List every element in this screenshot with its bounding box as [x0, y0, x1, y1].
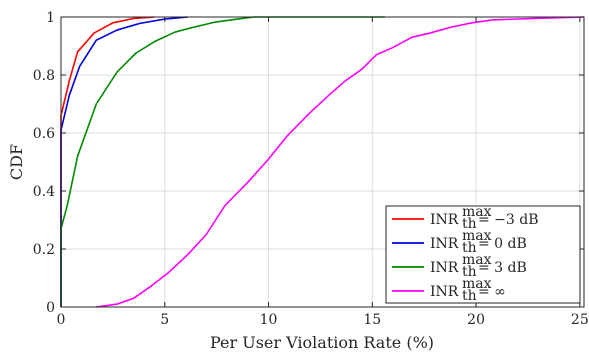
legend-label-1: INR	[430, 236, 459, 252]
legend-label-sub-2: th	[462, 264, 477, 280]
legend-label-sub-3: th	[462, 288, 477, 304]
y-tick-label: 0.6	[33, 126, 55, 142]
legend-label-rest-1: = 0 dB	[478, 236, 527, 252]
x-tick-label: 15	[363, 312, 381, 328]
x-tick-label: 0	[57, 312, 66, 328]
x-tick-label: 10	[260, 312, 278, 328]
legend-box	[385, 205, 581, 304]
legend-label-sub-0: th	[462, 216, 477, 232]
y-tick-label: 0.4	[33, 184, 55, 200]
legend-label-rest-3: = ∞	[478, 284, 506, 300]
series-line-3	[96, 16, 585, 308]
y-tick-label: 0	[46, 300, 55, 316]
plot-frame	[60, 16, 585, 308]
legend-label-sup-0: max	[462, 204, 492, 220]
legend-label-3: INR	[430, 284, 459, 300]
legend-label-sub-1: th	[462, 240, 477, 256]
legend-label-sup-1: max	[462, 228, 492, 244]
x-tick-label: 20	[467, 312, 485, 328]
tick-layer: 0 5 10 15 20 25 0 0.2 0.4 0.6 0.8 1	[33, 10, 589, 328]
legend-label-sup-3: max	[462, 276, 492, 292]
x-tick-label: 25	[571, 312, 589, 328]
series-line-2	[60, 16, 385, 307]
y-tick-label: 0.2	[33, 242, 55, 258]
y-tick-label: 1	[46, 10, 55, 26]
legend-label-rest-2: = 3 dB	[478, 260, 527, 276]
y-tick-label: 0.8	[33, 68, 55, 84]
series-line-0	[60, 16, 155, 307]
series-layer	[60, 16, 585, 308]
legend-label-rest-0: = −3 dB	[478, 212, 539, 228]
legend-label-sup-2: max	[462, 252, 492, 268]
x-tick-label: 5	[160, 312, 169, 328]
x-axis-label: Per User Violation Rate (%)	[210, 333, 434, 352]
y-axis-label: CDF	[7, 144, 26, 180]
series-line-1	[60, 16, 188, 307]
legend-label-0: INR	[430, 212, 459, 228]
legend-label-2: INR	[430, 260, 459, 276]
